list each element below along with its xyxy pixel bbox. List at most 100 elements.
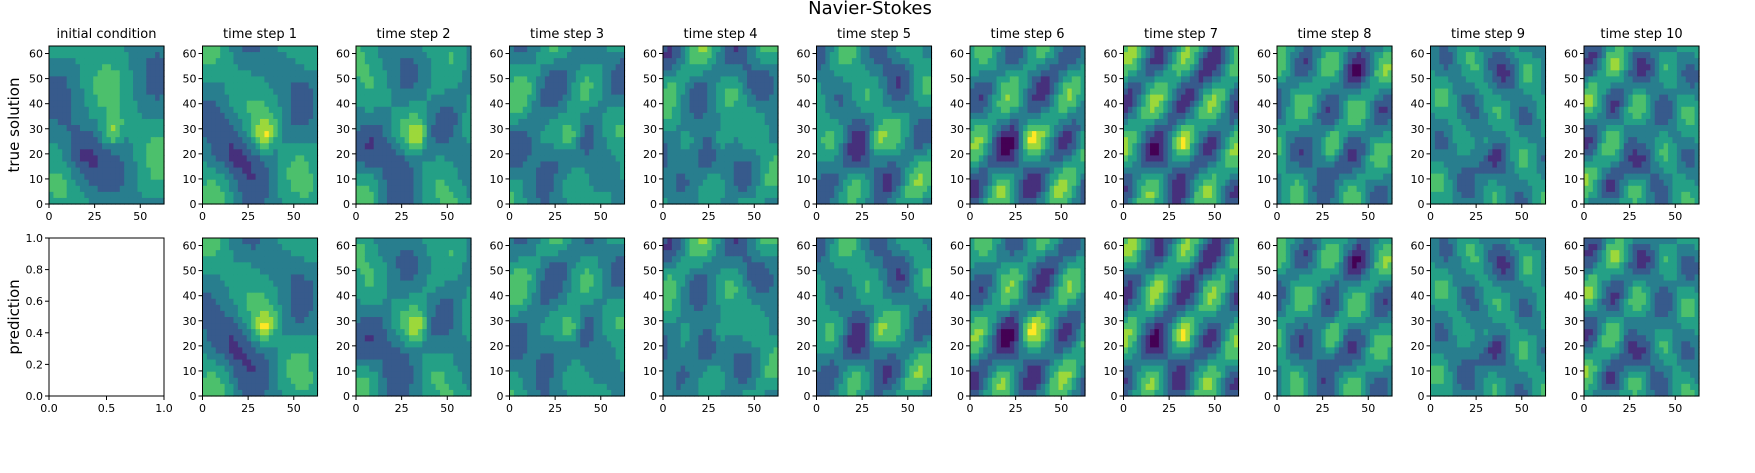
heatmap-cell: [816, 118, 822, 126]
heatmap-cell: [825, 137, 831, 144]
heatmap-cell: [620, 131, 626, 138]
heatmap-cell: [593, 52, 599, 59]
heatmap-cell: [1031, 173, 1037, 181]
heatmap-cell: [693, 100, 699, 108]
heatmap-cell: [400, 125, 406, 132]
heatmap-cell: [102, 88, 108, 96]
heatmap-cell: [426, 191, 432, 199]
heatmap-cell: [268, 46, 274, 53]
heatmap-cell: [685, 94, 691, 102]
heatmap-cell: [729, 58, 735, 65]
heatmap-cell: [251, 88, 257, 96]
heatmap-cell: [220, 100, 226, 108]
heatmap-cell: [589, 161, 595, 169]
heatmap-cell: [909, 100, 915, 108]
heatmap-cell: [1009, 76, 1015, 84]
heatmap-cell: [286, 185, 292, 193]
heatmap-cell: [611, 76, 617, 84]
heatmap-cell: [580, 173, 586, 181]
heatmap-cell: [286, 197, 292, 205]
heatmap-cell: [237, 173, 243, 181]
heatmap-cell: [106, 118, 112, 126]
heatmap-cell: [282, 131, 288, 138]
heatmap-cell: [255, 161, 261, 169]
heatmap-cell: [391, 118, 397, 126]
heatmap-cell: [356, 112, 362, 120]
heatmap-cell: [878, 131, 884, 138]
heatmap-cell: [1058, 179, 1064, 187]
heatmap-cell: [918, 131, 924, 138]
heatmap-cell: [431, 118, 437, 126]
heatmap-cell: [435, 161, 441, 169]
heatmap-cell: [909, 58, 915, 65]
heatmap-cell: [887, 155, 893, 163]
heatmap-cell: [1049, 94, 1055, 102]
heatmap-cell: [137, 197, 143, 205]
heatmap-cell: [829, 185, 835, 193]
heatmap-cell: [918, 52, 924, 59]
heatmap-cell: [663, 88, 669, 96]
heatmap-cell: [724, 112, 730, 120]
heatmap-cell: [602, 94, 608, 102]
heatmap-cell: [1045, 52, 1051, 59]
heatmap-cell: [378, 149, 384, 156]
heatmap-cell: [159, 167, 165, 175]
heatmap-cell: [738, 106, 744, 114]
heatmap-cell: [702, 106, 708, 114]
heatmap-cell: [159, 106, 165, 114]
heatmap-cell: [1049, 106, 1055, 114]
heatmap-cell: [1005, 197, 1011, 205]
heatmap-cell: [1018, 131, 1024, 138]
heatmap-cell: [825, 58, 831, 65]
heatmap-cell: [115, 167, 121, 175]
heatmap-cell: [843, 112, 849, 120]
heatmap-cell: [606, 88, 612, 96]
heatmap-cell: [386, 100, 392, 108]
heatmap-cell: [251, 46, 257, 53]
heatmap-cell: [509, 52, 515, 59]
heatmap-cell: [927, 197, 933, 205]
heatmap-cell: [913, 82, 919, 90]
heatmap-cell: [518, 112, 524, 120]
heatmap-cell: [856, 167, 862, 175]
heatmap-cell: [738, 191, 744, 199]
heatmap-cell: [356, 149, 362, 156]
heatmap-cell: [1023, 106, 1029, 114]
heatmap-cell: [255, 70, 261, 77]
heatmap-cell: [747, 46, 753, 53]
heatmap-cell: [860, 70, 866, 77]
heatmap-cell: [75, 76, 81, 84]
heatmap-cell: [1049, 118, 1055, 126]
heatmap-cell: [760, 131, 766, 138]
heatmap-cell: [137, 64, 143, 71]
heatmap-cell: [146, 131, 152, 138]
heatmap-cell: [373, 161, 379, 169]
heatmap-cell: [128, 118, 134, 126]
heatmap-cell: [400, 185, 406, 193]
heatmap-cell: [711, 125, 717, 132]
heatmap-cell: [66, 131, 72, 138]
heatmap-cell: [137, 149, 143, 156]
heatmap-cell: [422, 179, 428, 187]
heatmap-cell: [268, 76, 274, 84]
heatmap-cell: [75, 100, 81, 108]
heatmap-cell: [689, 155, 695, 163]
heatmap-cell: [865, 76, 871, 84]
heatmap-cell: [663, 191, 669, 199]
heatmap-cell: [260, 76, 266, 84]
heatmap-cell: [513, 76, 519, 84]
heatmap-cell: [1005, 143, 1011, 150]
heatmap-cell: [1132, 82, 1138, 90]
heatmap-cell: [369, 173, 375, 181]
heatmap-cell: [255, 58, 261, 65]
heatmap-cell: [896, 46, 902, 53]
heatmap-cell: [1062, 155, 1068, 163]
heatmap-cell: [851, 161, 857, 169]
heatmap-cell: [536, 149, 542, 156]
heatmap-cell: [755, 131, 761, 138]
heatmap-cell: [773, 94, 779, 102]
heatmap-cell: [453, 167, 459, 175]
heatmap-cell: [79, 167, 85, 175]
heatmap-cell: [233, 155, 239, 163]
